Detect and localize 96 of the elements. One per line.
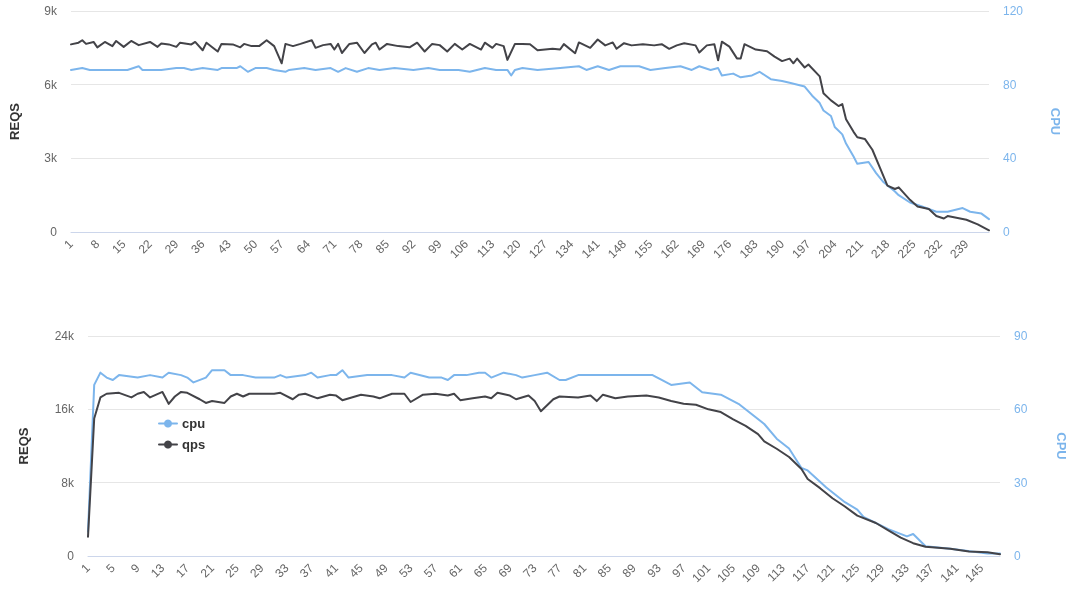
x-tick-label: 129: [863, 560, 888, 586]
x-tick-label: 197: [789, 236, 814, 262]
x-tick-label: 125: [838, 560, 863, 586]
x-tick-label: 183: [736, 236, 761, 262]
x-tick-label: 78: [346, 236, 366, 257]
y-tick-label: 0: [67, 549, 75, 563]
x-tick-label: 57: [267, 236, 287, 257]
line-series: [70, 38, 990, 232]
y-tick-label: 9k: [44, 4, 58, 18]
x-tick-label: 36: [188, 236, 208, 257]
x-tick-label: 101: [689, 560, 714, 586]
x-tick-label: 25: [222, 560, 243, 581]
x-tick-label: 64: [293, 236, 314, 257]
x-tick-label: 13: [148, 560, 168, 581]
x-tick-label: 109: [738, 560, 764, 586]
x-tick-label: 21: [197, 560, 218, 581]
x-tick-label: 33: [272, 560, 292, 581]
x-tick-label: 239: [947, 236, 972, 262]
x-tick-label: 141: [578, 236, 603, 262]
y2-tick-label: 80: [1003, 77, 1017, 92]
x-tick-label: 105: [714, 560, 739, 586]
x-tick-label: 117: [789, 560, 813, 585]
x-tick-label: 73: [520, 560, 540, 581]
x-tick-label: 97: [669, 560, 689, 581]
legend-label: qps: [182, 437, 206, 452]
x-tick-label: 92: [398, 236, 419, 257]
legend-label: cpu: [182, 416, 206, 431]
x-tick-label: 69: [495, 560, 516, 581]
x-tick-label: 1: [78, 560, 94, 576]
x-tick-label: 29: [247, 560, 267, 581]
x-tick-label: 137: [912, 560, 937, 586]
x-tick-label: 9: [127, 560, 143, 576]
x-tick-label: 43: [214, 236, 235, 257]
x-tick-label: 85: [594, 560, 615, 581]
y2-tick-label: 0: [1014, 549, 1021, 563]
y2-tick-label: 90: [1014, 329, 1028, 343]
x-tick-label: 37: [296, 560, 317, 581]
x-tick-label: 145: [962, 560, 987, 586]
x-tick-label: 57: [421, 560, 441, 581]
x-tick-label: 81: [569, 560, 590, 581]
x-tick-label: 141: [937, 560, 962, 586]
x-tick-label: 190: [762, 236, 788, 262]
x-tick-label: 225: [894, 236, 919, 262]
x-tick-label: 133: [887, 560, 913, 586]
x-tick-label: 65: [470, 560, 491, 581]
x-tick-label: 93: [644, 560, 664, 581]
y2-tick-label: 0: [1003, 225, 1010, 239]
y-tick-label: 24k: [54, 329, 75, 343]
y-tick-label: 0: [50, 225, 58, 239]
x-tick-label: 17: [172, 560, 193, 581]
x-tick-label: 77: [545, 560, 565, 581]
x-tick-label: 71: [319, 236, 340, 257]
x-tick-label: 45: [346, 560, 367, 581]
y2-axis-title: CPU: [1054, 432, 1069, 460]
x-tick-label: 41: [321, 560, 342, 581]
x-tick-label: 85: [372, 236, 393, 257]
x-tick-label: 61: [445, 560, 466, 581]
x-tick-label: 22: [135, 236, 156, 257]
x-tick-label: 29: [161, 236, 182, 257]
x-tick-label: 99: [425, 236, 445, 257]
x-tick-label: 53: [396, 560, 416, 581]
y-tick-label: 6k: [44, 77, 58, 92]
y2-tick-label: 30: [1014, 475, 1028, 490]
line-series: [70, 65, 990, 221]
x-tick-label: 120: [499, 236, 524, 262]
x-tick-label: 50: [240, 236, 261, 257]
x-tick-label: 49: [371, 560, 391, 581]
y-tick-label: 8k: [61, 475, 75, 490]
x-tick-label: 155: [631, 236, 656, 262]
x-tick-label: 211: [842, 236, 867, 261]
y-tick-label: 16k: [54, 402, 75, 417]
x-tick-label: 106: [446, 236, 472, 262]
x-tick-label: 204: [815, 236, 840, 262]
x-tick-label: 176: [710, 236, 735, 262]
x-tick-label: 5: [103, 560, 118, 576]
y2-axis-title: CPU: [1048, 107, 1063, 136]
y2-tick-label: 60: [1014, 402, 1028, 417]
y-tick-label: 3k: [44, 151, 58, 166]
y-axis-title: REQS: [7, 102, 22, 140]
x-tick-label: 121: [813, 560, 838, 586]
y2-tick-label: 120: [1003, 4, 1024, 18]
x-tick-label: 134: [552, 236, 577, 262]
x-tick-label: 113: [764, 560, 789, 585]
y2-tick-label: 40: [1003, 151, 1017, 166]
x-tick-label: 218: [868, 236, 893, 262]
x-tick-label: 15: [109, 236, 129, 257]
x-tick-label: 148: [604, 236, 630, 262]
x-tick-label: 162: [657, 236, 682, 262]
y-axis-title: REQS: [16, 427, 31, 465]
x-tick-label: 1: [61, 236, 77, 252]
x-tick-label: 232: [921, 236, 946, 262]
x-tick-label: 89: [619, 560, 640, 581]
x-tick-label: 8: [87, 236, 103, 252]
x-tick-label: 127: [525, 236, 551, 262]
x-tick-label: 113: [473, 236, 498, 261]
x-tick-label: 169: [683, 236, 709, 262]
